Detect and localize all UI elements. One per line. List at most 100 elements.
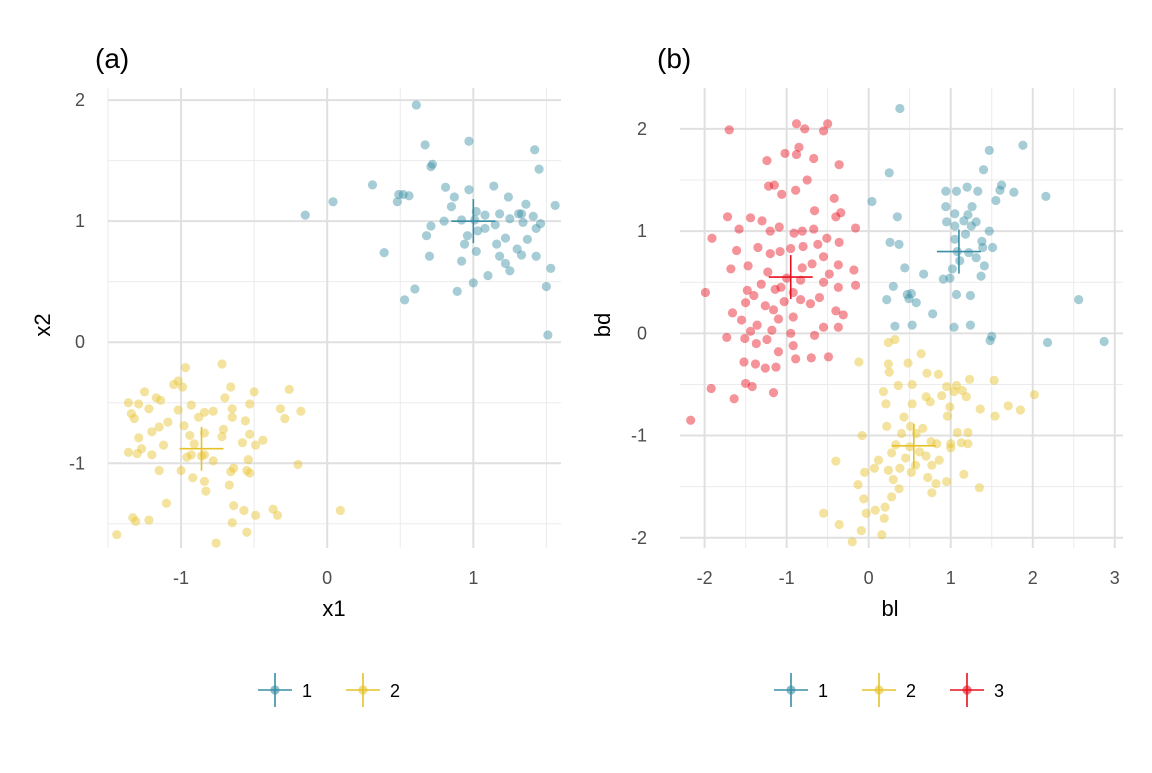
data-point-cluster-2 bbox=[926, 437, 936, 447]
data-point-cluster-2 bbox=[921, 451, 931, 461]
data-point-cluster-3 bbox=[813, 239, 823, 249]
data-point-cluster-2 bbox=[173, 405, 183, 415]
data-point-cluster-1 bbox=[424, 251, 435, 261]
data-point-cluster-1 bbox=[427, 159, 438, 169]
y-tick-label: 2 bbox=[75, 90, 85, 110]
data-point-cluster-2 bbox=[1003, 401, 1013, 411]
data-point-cluster-3 bbox=[727, 308, 738, 318]
data-point-cluster-1 bbox=[996, 180, 1007, 190]
data-point-cluster-2 bbox=[921, 392, 931, 402]
data-point-cluster-1 bbox=[480, 210, 490, 220]
data-point-cluster-1 bbox=[546, 263, 556, 273]
data-point-cluster-2 bbox=[237, 438, 248, 448]
data-point-cluster-1 bbox=[471, 246, 481, 257]
panel-b: -2 -1 0 1 2 3 -2 -1 0 1 2 (b) bl bd 1 2 3 bbox=[590, 43, 1123, 707]
data-point-cluster-1 bbox=[962, 182, 972, 192]
data-point-cluster-3 bbox=[818, 322, 829, 332]
data-point-cluster-1 bbox=[446, 202, 457, 212]
data-point-cluster-1 bbox=[394, 189, 404, 200]
data-point-cluster-2 bbox=[268, 504, 278, 514]
data-point-cluster-2 bbox=[151, 393, 161, 403]
data-point-cluster-3 bbox=[776, 282, 786, 292]
data-point-cluster-3 bbox=[760, 301, 770, 311]
grid-b bbox=[680, 88, 1123, 548]
data-point-cluster-1 bbox=[449, 192, 459, 202]
data-point-cluster-2 bbox=[173, 376, 183, 386]
data-point-cluster-2 bbox=[227, 404, 237, 414]
data-point-cluster-2 bbox=[185, 430, 195, 441]
data-point-cluster-2 bbox=[224, 480, 234, 490]
data-point-cluster-2 bbox=[275, 404, 286, 414]
data-point-cluster-1 bbox=[1099, 336, 1109, 347]
data-point-cluster-1 bbox=[379, 248, 389, 258]
data-point-cluster-1 bbox=[987, 242, 998, 253]
data-point-cluster-1 bbox=[528, 211, 538, 221]
data-point-cluster-2 bbox=[186, 450, 196, 460]
data-point-cluster-3 bbox=[722, 212, 733, 222]
data-point-cluster-3 bbox=[768, 305, 779, 315]
data-point-cluster-1 bbox=[941, 186, 951, 196]
data-point-cluster-2 bbox=[925, 397, 935, 407]
data-point-cluster-1 bbox=[950, 221, 960, 231]
data-point-cluster-2 bbox=[217, 432, 227, 442]
data-point-cluster-3 bbox=[850, 280, 861, 290]
data-point-cluster-3 bbox=[788, 312, 798, 322]
data-point-cluster-3 bbox=[791, 149, 802, 160]
data-point-cluster-1 bbox=[468, 278, 478, 288]
data-point-cluster-3 bbox=[797, 263, 807, 273]
data-point-cluster-2 bbox=[226, 467, 236, 477]
data-point-cluster-3 bbox=[834, 160, 844, 170]
data-point-cluster-2 bbox=[139, 387, 150, 397]
data-point-cluster-1 bbox=[964, 247, 974, 258]
data-point-cluster-2 bbox=[163, 417, 173, 427]
data-point-cluster-3 bbox=[771, 362, 781, 372]
data-point-cluster-1 bbox=[979, 261, 989, 271]
data-point-cluster-2 bbox=[870, 505, 880, 515]
data-point-cluster-3 bbox=[742, 285, 752, 295]
legend-label-1: 1 bbox=[302, 681, 312, 701]
legend-key-point-1 bbox=[786, 685, 796, 695]
data-point-cluster-2 bbox=[239, 505, 249, 516]
data-point-cluster-1 bbox=[550, 200, 560, 211]
data-point-cluster-3 bbox=[757, 216, 767, 226]
data-point-cluster-2 bbox=[959, 469, 969, 479]
y-tick-label: -2 bbox=[631, 528, 647, 548]
data-point-cluster-2 bbox=[856, 526, 866, 536]
legend-label-2: 2 bbox=[906, 681, 916, 701]
data-point-cluster-2 bbox=[243, 455, 253, 465]
data-point-cluster-1 bbox=[300, 210, 310, 220]
data-point-cluster-3 bbox=[831, 306, 841, 316]
data-point-cluster-2 bbox=[240, 416, 250, 426]
data-point-cluster-3 bbox=[767, 325, 777, 335]
data-point-cluster-3 bbox=[686, 415, 696, 425]
data-point-cluster-2 bbox=[896, 428, 907, 439]
data-point-cluster-3 bbox=[729, 394, 739, 404]
data-point-cluster-3 bbox=[764, 181, 774, 191]
data-point-cluster-1 bbox=[457, 215, 467, 225]
data-point-cluster-1 bbox=[967, 201, 977, 212]
data-point-cluster-2 bbox=[895, 463, 905, 473]
data-point-cluster-2 bbox=[186, 400, 196, 410]
data-point-cluster-1 bbox=[410, 284, 420, 294]
data-point-cluster-2 bbox=[272, 510, 283, 520]
data-point-cluster-3 bbox=[753, 242, 763, 253]
data-point-cluster-1 bbox=[480, 223, 490, 234]
data-point-cluster-2 bbox=[201, 486, 211, 496]
legend-label-3: 3 bbox=[994, 681, 1004, 701]
data-point-cluster-1 bbox=[942, 217, 952, 227]
data-point-cluster-2 bbox=[176, 465, 186, 476]
data-point-cluster-1 bbox=[882, 295, 892, 305]
data-point-cluster-2 bbox=[887, 448, 897, 458]
data-point-cluster-2 bbox=[296, 406, 306, 416]
data-point-cluster-1 bbox=[521, 199, 531, 209]
data-point-cluster-1 bbox=[945, 273, 955, 283]
data-point-cluster-3 bbox=[706, 383, 716, 394]
data-point-cluster-2 bbox=[933, 369, 944, 379]
data-point-cluster-2 bbox=[877, 530, 887, 540]
data-point-cluster-1 bbox=[991, 195, 1001, 206]
data-point-cluster-2 bbox=[249, 387, 259, 397]
data-point-cluster-2 bbox=[831, 456, 841, 466]
panel-a-ylabel: x2 bbox=[30, 313, 55, 336]
data-point-cluster-2 bbox=[918, 423, 928, 433]
data-point-cluster-2 bbox=[853, 480, 863, 490]
